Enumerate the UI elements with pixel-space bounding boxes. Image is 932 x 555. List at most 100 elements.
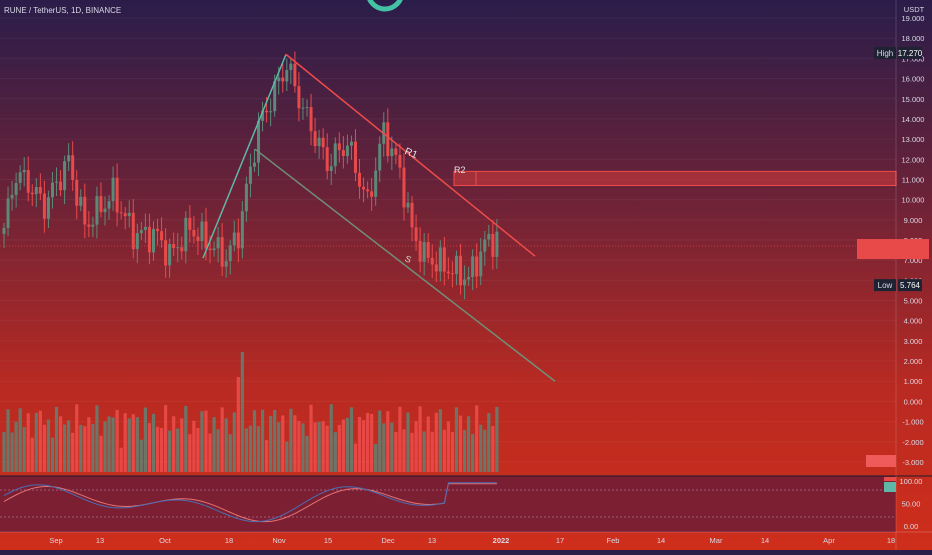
price-tick-label: -1.000 — [902, 418, 923, 427]
time-tick-label: Apr — [823, 536, 835, 545]
candle-body — [14, 182, 18, 195]
candle-body — [285, 69, 289, 82]
candle-body — [115, 177, 119, 213]
candle-body — [434, 264, 438, 272]
candle-body — [131, 212, 135, 250]
volume-bar — [75, 404, 79, 472]
candle-body — [450, 273, 454, 275]
candle-body — [321, 137, 325, 148]
candle-body — [139, 230, 143, 234]
volume-bar — [115, 409, 119, 472]
volume-bar — [297, 420, 301, 472]
oscillator-axis[interactable]: 100.00 50.00 0.00 — [900, 477, 923, 531]
candle-body — [2, 227, 6, 234]
volume-bar — [212, 417, 216, 472]
candle-body — [390, 148, 394, 157]
candle-body — [67, 155, 71, 162]
time-axis[interactable]: Sep 13 Oct 18 Nov 15 Dec 13 2022 17 Feb 14 Mar 14 Apr 1… — [49, 536, 895, 545]
volume-bar — [398, 406, 402, 472]
volume-bar — [329, 404, 333, 472]
price-tick-label: 0.000 — [904, 397, 923, 406]
volume-bar — [487, 413, 491, 472]
volume-bar — [281, 415, 285, 472]
volume-bar — [390, 422, 394, 472]
candle-body — [196, 236, 200, 242]
volume-bar — [220, 407, 224, 472]
candle-body — [244, 183, 248, 212]
volume-bar — [91, 423, 95, 472]
volume-bar — [151, 413, 156, 472]
volume-bar — [164, 405, 168, 472]
candle-body — [273, 81, 277, 112]
candle-body — [192, 229, 196, 237]
time-tick-label: 13 — [428, 536, 436, 545]
candle-body — [216, 237, 220, 249]
resistance-line-r1[interactable] — [285, 53, 536, 257]
volume-bar — [30, 437, 34, 472]
candle-body — [418, 240, 422, 262]
volume-bar — [22, 427, 26, 472]
volume-bar — [131, 414, 135, 472]
volume-bar — [111, 417, 115, 472]
volume-bar — [462, 429, 467, 472]
volume-bar — [79, 424, 83, 472]
support-line[interactable] — [254, 148, 556, 382]
osc-tick-label: 100.00 — [900, 477, 923, 486]
volume-bar — [50, 437, 55, 472]
candle-body — [204, 221, 208, 249]
time-tick-label: Mar — [710, 536, 723, 545]
volume-bar — [426, 416, 430, 472]
volume-bar — [2, 432, 6, 472]
volume-bar — [172, 416, 176, 472]
candle-body — [212, 248, 216, 251]
time-tick-label: 18 — [225, 536, 233, 545]
volume-bar — [176, 428, 180, 472]
candle-body — [487, 233, 491, 240]
volume-bar — [216, 429, 220, 472]
high-marker: High 17.270 — [874, 46, 923, 59]
candle-body — [220, 237, 224, 267]
candle-body — [442, 247, 446, 272]
candle-body — [200, 221, 204, 242]
candle-body — [446, 271, 450, 274]
symbol-header[interactable]: RUNE / TetherUS, 1D, BINANCE — [4, 6, 121, 15]
candle-body — [491, 233, 495, 257]
candle-body — [22, 170, 26, 173]
candle-body — [26, 170, 30, 193]
volume-bar — [26, 413, 30, 472]
candle-body — [378, 143, 382, 171]
volume-bar — [10, 432, 14, 472]
oscillator-value-tag-red — [884, 477, 896, 481]
candle-body — [143, 226, 147, 231]
candle-body — [459, 255, 463, 286]
volume-bar — [366, 412, 370, 472]
candle-body — [34, 187, 38, 195]
volume-bar — [228, 434, 232, 472]
volume-bar — [184, 406, 188, 472]
price-tick-label: 15.000 — [902, 95, 925, 104]
osc-tick-label: 0.00 — [904, 522, 919, 531]
candle-body — [366, 189, 370, 192]
candle-body — [345, 145, 349, 157]
volume-bar — [107, 416, 111, 472]
volume-bar — [483, 429, 487, 472]
candle-body — [483, 239, 487, 252]
volume-bar — [87, 417, 91, 472]
candle-body — [337, 143, 341, 151]
candle-body — [38, 187, 42, 194]
candle-body — [103, 208, 107, 213]
candle-body — [176, 247, 180, 249]
volume-bar — [103, 421, 107, 472]
volume-bar — [99, 435, 103, 472]
volume-bar — [450, 432, 455, 472]
low-label: Low — [878, 281, 893, 290]
candle-body — [277, 77, 281, 82]
candle-body — [91, 224, 95, 227]
uptrend-line[interactable] — [202, 54, 287, 259]
resistance-zone-r2[interactable] — [453, 170, 897, 187]
low-value-box — [898, 279, 922, 292]
volume-bar — [467, 416, 471, 472]
time-tick-label: 14 — [761, 536, 769, 545]
volume-bar — [18, 408, 22, 472]
